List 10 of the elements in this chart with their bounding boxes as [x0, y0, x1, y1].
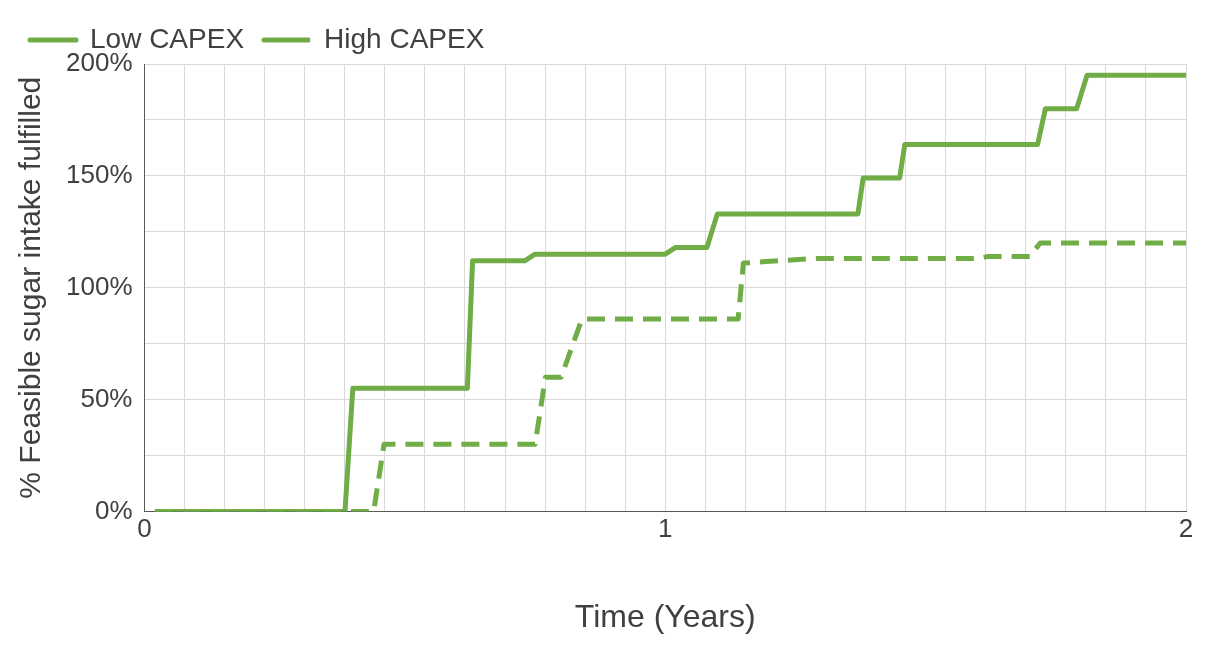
x-tick-label: 1: [658, 513, 673, 544]
x-axis-title: Time (Years): [574, 597, 756, 634]
y-axis-title: % Feasible sugar intake fulfilled: [13, 76, 47, 499]
y-tick-label: 0%: [94, 494, 133, 525]
x-tick-label: 0: [137, 513, 152, 544]
y-tick-label: 100%: [66, 270, 133, 301]
y-tick-label: 150%: [66, 159, 133, 190]
y-tick-label: 50%: [80, 382, 133, 413]
legend-label: High CAPEX: [324, 22, 485, 54]
x-tick-label: 2: [1178, 513, 1194, 544]
